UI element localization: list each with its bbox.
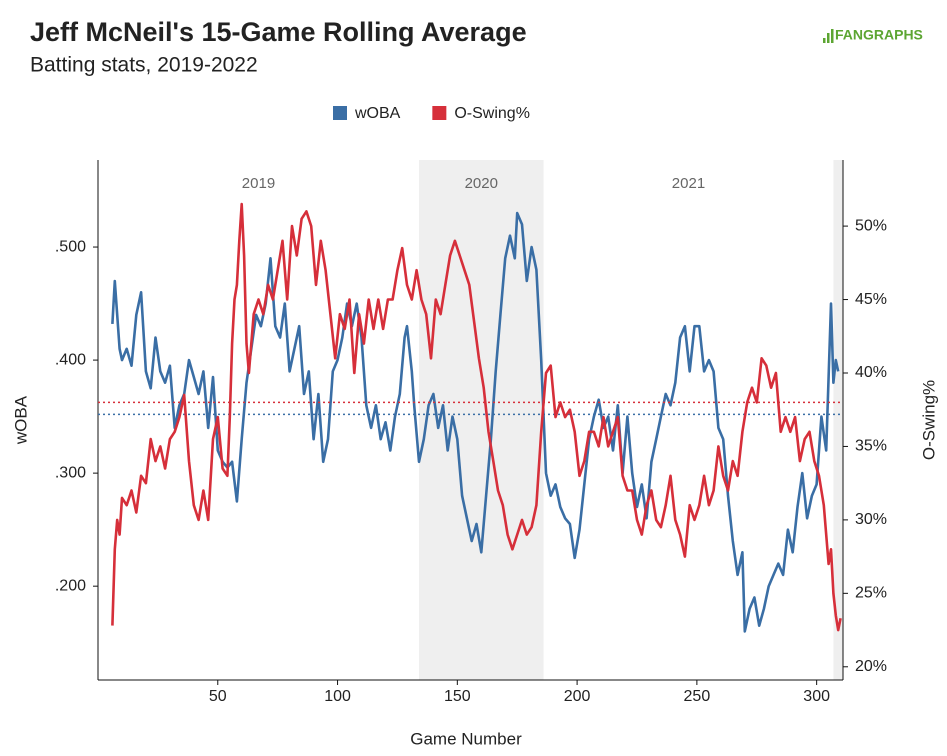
- y2-tick-label: 40%: [855, 364, 887, 381]
- legend-swatch: [333, 106, 347, 120]
- y2-tick-label: 25%: [855, 585, 887, 602]
- season-label: 2021: [672, 175, 705, 192]
- legend-label: O-Swing%: [454, 105, 530, 122]
- series-line: [111, 202, 842, 632]
- logo-text: FANGRAPHS: [835, 27, 923, 43]
- logo: FANGRAPHS: [823, 27, 923, 43]
- y2-tick-label: 50%: [855, 217, 887, 234]
- season-shade: [833, 160, 843, 680]
- x-tick-label: 200: [564, 688, 591, 705]
- legend-label: wOBA: [354, 105, 401, 122]
- y-axis-label: wOBA: [11, 395, 30, 445]
- y2-tick-label: 35%: [855, 438, 887, 455]
- y-tick-label: .400: [55, 351, 86, 368]
- chart-subtitle: Batting stats, 2019-2022: [30, 54, 258, 77]
- legend: wOBA O-Swing%: [333, 105, 530, 122]
- series-line: [111, 211, 840, 633]
- season-label: 2019: [242, 175, 275, 192]
- x-tick-label: 150: [444, 688, 471, 705]
- x-tick-label: 250: [684, 688, 711, 705]
- y2-tick-label: 20%: [855, 658, 887, 675]
- y2-tick-label: 45%: [855, 291, 887, 308]
- x-tick-label: 100: [324, 688, 351, 705]
- season-label: 2020: [465, 175, 498, 192]
- x-tick-label: 50: [209, 688, 227, 705]
- y-tick-label: .500: [55, 238, 86, 255]
- y2-axis-label: O-Swing%: [919, 380, 938, 460]
- x-axis-label: Game Number: [410, 729, 522, 748]
- x-tick-label: 300: [803, 688, 830, 705]
- legend-swatch: [432, 106, 447, 120]
- y-tick-label: .200: [55, 577, 86, 594]
- y2-tick-label: 30%: [855, 511, 887, 528]
- y-tick-label: .300: [55, 464, 86, 481]
- chart-title: Jeff McNeil's 15-Game Rolling Average: [30, 17, 527, 47]
